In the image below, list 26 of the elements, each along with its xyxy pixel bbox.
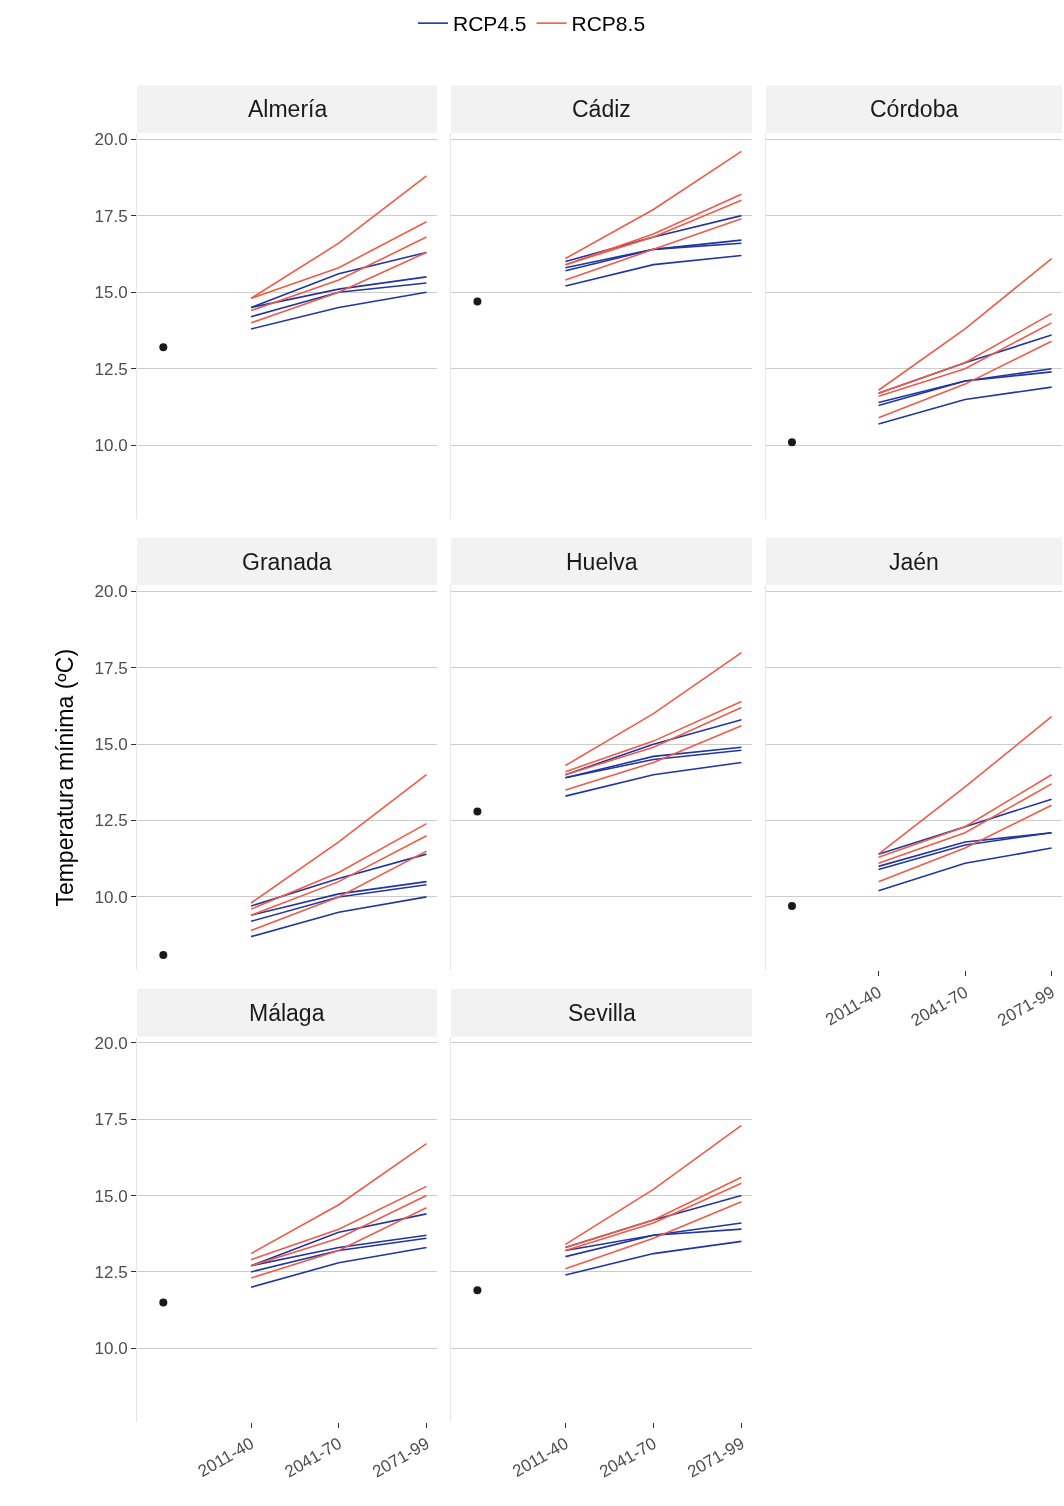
- y-tick-label: 17.5: [94, 1110, 128, 1130]
- y-tick-label: 12.5: [94, 359, 128, 379]
- legend-label: RCP8.5: [571, 12, 646, 36]
- y-tick-label: 10.0: [94, 887, 128, 907]
- y-tick-label: 10.0: [94, 1339, 128, 1359]
- chart-title: Jaén: [889, 549, 939, 575]
- y-tick-label: 15.0: [94, 735, 128, 755]
- y-axis-title: Temperatura mínima (ºC): [51, 648, 78, 907]
- y-tick-label: 12.5: [94, 1262, 128, 1282]
- y-tick-label: 17.5: [94, 206, 128, 226]
- legend-label: RCP4.5: [453, 12, 527, 36]
- y-tick-label: 10.0: [94, 436, 128, 456]
- chart-title: Sevilla: [568, 1000, 636, 1026]
- chart-title: Córdoba: [870, 96, 959, 122]
- y-tick-label: 20.0: [94, 130, 128, 150]
- chart-title: Granada: [242, 549, 332, 575]
- y-tick-label: 15.0: [94, 283, 128, 303]
- y-tick-label: 20.0: [94, 1033, 128, 1053]
- y-tick-label: 15.0: [94, 1186, 128, 1206]
- y-tick-label: 17.5: [94, 658, 128, 678]
- chart-title: Málaga: [249, 1000, 325, 1026]
- chart-title: Almería: [248, 96, 328, 122]
- y-tick-label: 20.0: [94, 582, 128, 602]
- y-tick-label: 12.5: [94, 811, 128, 831]
- chart-title: Cádiz: [572, 96, 631, 122]
- chart-title: Huelva: [566, 549, 638, 575]
